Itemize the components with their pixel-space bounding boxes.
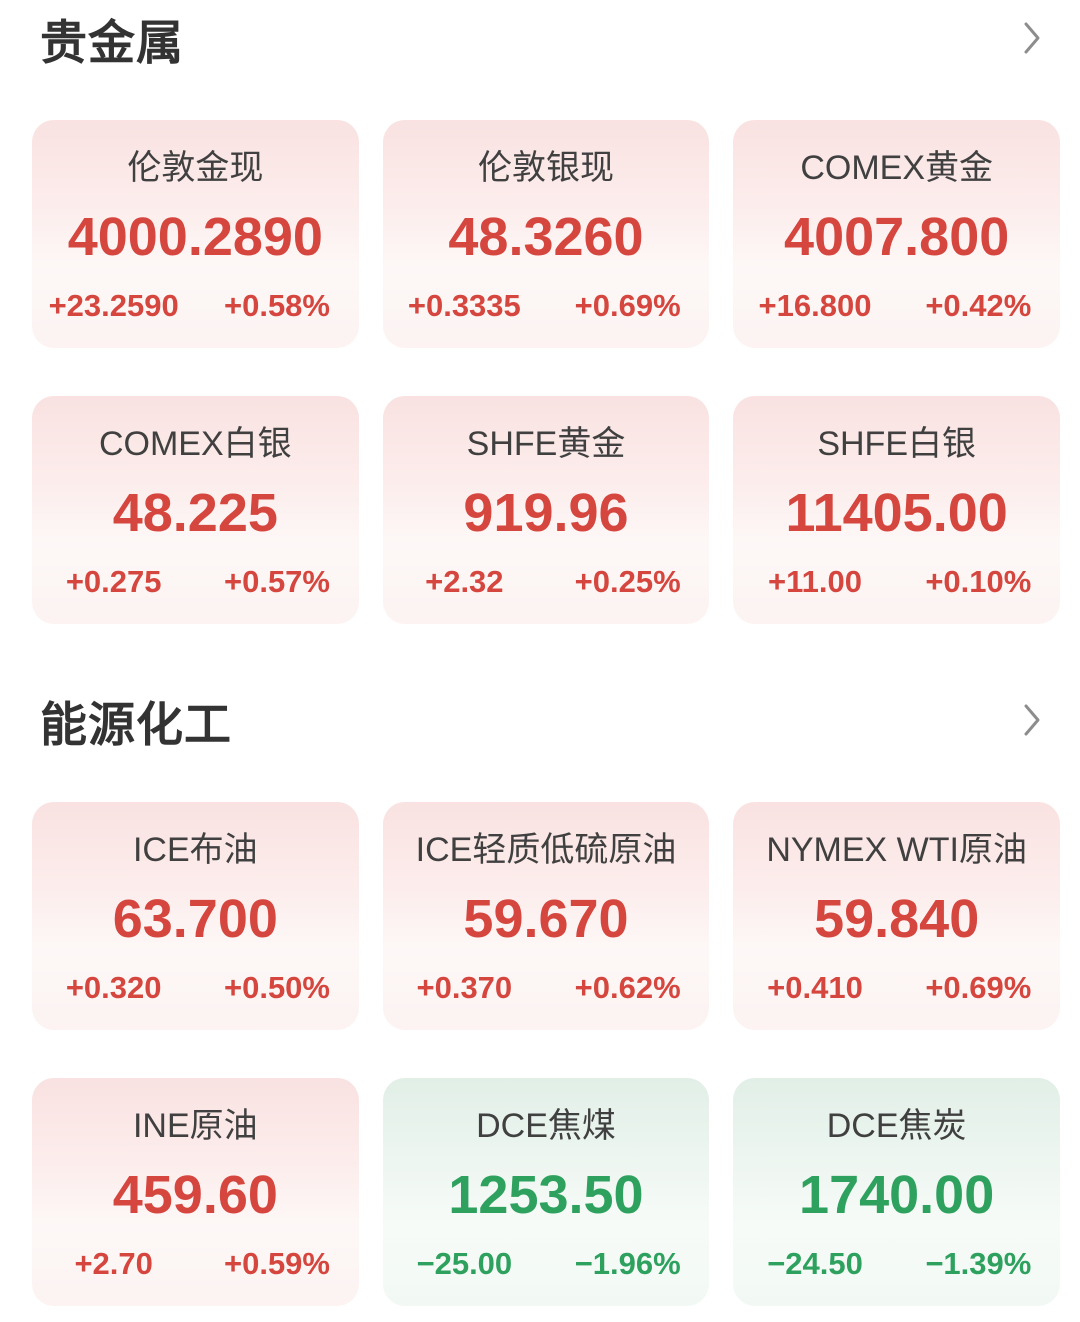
- change-row: +0.410 +0.69%: [733, 970, 1060, 1006]
- cards-grid: 伦敦金现 4000.2890 +23.2590 +0.58% 伦敦银现 48.3…: [32, 120, 1060, 624]
- price-change-percent: +0.59%: [223, 1246, 330, 1282]
- last-price: 63.700: [112, 888, 278, 949]
- section-precious-metals: 贵金属 伦敦金现 4000.2890 +23.2590 +0.58% 伦敦银现 …: [0, 6, 1080, 624]
- price-change-percent: +0.69%: [574, 288, 681, 324]
- price-change: +11.00: [768, 564, 862, 600]
- last-price: 1253.50: [448, 1164, 644, 1225]
- quote-card[interactable]: DCE焦煤 1253.50 −25.00 −1.96%: [382, 1078, 710, 1306]
- last-price: 919.96: [463, 482, 629, 543]
- price-change: +23.2590: [48, 288, 179, 324]
- price-change-percent: +0.42%: [925, 288, 1032, 324]
- section-header[interactable]: 能源化工: [0, 688, 1080, 752]
- quote-card[interactable]: ICE布油 63.700 +0.320 +0.50%: [32, 802, 359, 1030]
- price-change: +16.800: [758, 288, 872, 324]
- instrument-name: DCE焦煤: [476, 1107, 616, 1145]
- change-row: −24.50 −1.39%: [733, 1246, 1060, 1282]
- last-price: 11405.00: [785, 482, 1008, 543]
- quote-card[interactable]: 伦敦金现 4000.2890 +23.2590 +0.58%: [32, 120, 359, 348]
- quote-card[interactable]: COMEX白银 48.225 +0.275 +0.57%: [32, 396, 359, 624]
- quote-card[interactable]: INE原油 459.60 +2.70 +0.59%: [32, 1078, 359, 1306]
- price-change: −24.50: [767, 1246, 863, 1282]
- change-row: +0.3335 +0.69%: [383, 288, 710, 324]
- change-row: +0.370 +0.62%: [383, 970, 710, 1006]
- last-price: 48.225: [112, 482, 278, 543]
- quote-card[interactable]: SHFE白银 11405.00 +11.00 +0.10%: [733, 396, 1060, 624]
- last-price: 48.3260: [448, 206, 644, 267]
- price-change-percent: +0.69%: [925, 970, 1032, 1006]
- instrument-name: ICE布油: [132, 831, 258, 869]
- price-change-percent: +0.58%: [223, 288, 330, 324]
- price-change: +0.320: [65, 970, 162, 1006]
- price-change: +0.410: [767, 970, 863, 1006]
- change-row: +0.275 +0.57%: [32, 564, 359, 600]
- cards-grid: ICE布油 63.700 +0.320 +0.50% ICE轻质低硫原油 59.…: [32, 802, 1060, 1306]
- quote-card[interactable]: SHFE黄金 919.96 +2.32 +0.25%: [382, 396, 710, 624]
- change-row: +23.2590 +0.58%: [32, 288, 359, 324]
- last-price: 59.840: [814, 888, 980, 949]
- chevron-right-icon[interactable]: [1018, 700, 1046, 740]
- instrument-name: DCE焦炭: [826, 1107, 967, 1145]
- change-row: +11.00 +0.10%: [733, 564, 1060, 600]
- price-change: +0.275: [65, 564, 162, 600]
- last-price: 1740.00: [799, 1164, 995, 1225]
- last-price: 4000.2890: [67, 206, 323, 267]
- change-row: −25.00 −1.96%: [383, 1246, 710, 1282]
- quote-card[interactable]: ICE轻质低硫原油 59.670 +0.370 +0.62%: [382, 802, 710, 1030]
- quote-card[interactable]: 伦敦银现 48.3260 +0.3335 +0.69%: [382, 120, 710, 348]
- price-change-percent: +0.57%: [223, 564, 330, 600]
- instrument-name: NYMEX WTI原油: [766, 831, 1027, 869]
- change-row: +2.70 +0.59%: [32, 1246, 359, 1282]
- change-row: +2.32 +0.25%: [383, 564, 710, 600]
- section-title: 贵金属: [40, 15, 184, 69]
- quote-card[interactable]: NYMEX WTI原油 59.840 +0.410 +0.69%: [733, 802, 1060, 1030]
- price-change: +0.370: [416, 970, 513, 1006]
- price-change: −25.00: [416, 1246, 513, 1282]
- quote-card[interactable]: COMEX黄金 4007.800 +16.800 +0.42%: [733, 120, 1060, 348]
- instrument-name: 伦敦金现: [127, 149, 264, 187]
- price-change-percent: −1.96%: [574, 1246, 681, 1282]
- instrument-name: SHFE白银: [817, 425, 976, 463]
- price-change: +0.3335: [407, 288, 521, 324]
- change-row: +0.320 +0.50%: [32, 970, 359, 1006]
- last-price: 59.670: [463, 888, 629, 949]
- section-title: 能源化工: [40, 697, 232, 751]
- instrument-name: 伦敦银现: [477, 149, 614, 187]
- instrument-name: INE原油: [132, 1107, 258, 1145]
- instrument-name: SHFE黄金: [466, 425, 626, 463]
- last-price: 4007.800: [784, 206, 1010, 267]
- price-change-percent: +0.50%: [223, 970, 330, 1006]
- last-price: 459.60: [112, 1164, 278, 1225]
- section-header[interactable]: 贵金属: [0, 6, 1080, 70]
- price-change: +2.70: [74, 1246, 153, 1282]
- quote-card[interactable]: DCE焦炭 1740.00 −24.50 −1.39%: [733, 1078, 1060, 1306]
- price-change: +2.32: [425, 564, 504, 600]
- price-change-percent: +0.25%: [574, 564, 681, 600]
- change-row: +16.800 +0.42%: [733, 288, 1060, 324]
- price-change-percent: +0.10%: [925, 564, 1032, 600]
- instrument-name: COMEX白银: [98, 425, 292, 463]
- instrument-name: ICE轻质低硫原油: [415, 831, 677, 869]
- chevron-right-icon[interactable]: [1018, 18, 1046, 58]
- instrument-name: COMEX黄金: [800, 149, 993, 187]
- price-change-percent: +0.62%: [574, 970, 681, 1006]
- price-change-percent: −1.39%: [925, 1246, 1032, 1282]
- section-energy-chemicals: 能源化工 ICE布油 63.700 +0.320 +0.50% ICE轻质低硫原…: [0, 688, 1080, 1306]
